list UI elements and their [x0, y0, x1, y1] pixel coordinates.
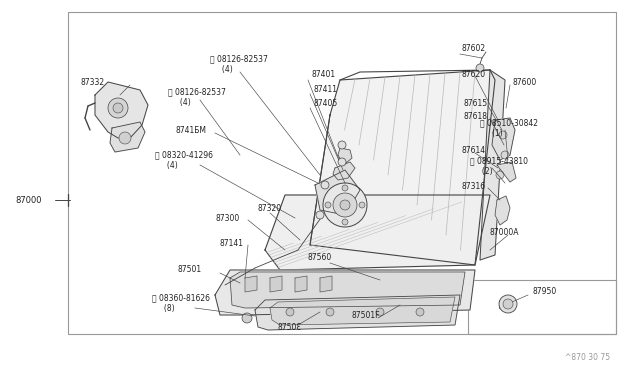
Polygon shape — [333, 162, 355, 180]
Polygon shape — [265, 195, 490, 270]
Text: Ⓑ 08126-82537
     (4): Ⓑ 08126-82537 (4) — [210, 54, 268, 74]
Circle shape — [499, 295, 517, 313]
Text: ^870 30 75: ^870 30 75 — [565, 353, 610, 362]
Circle shape — [376, 308, 384, 316]
Text: 87600: 87600 — [513, 77, 537, 87]
Text: 87332: 87332 — [80, 77, 104, 87]
Text: 87000: 87000 — [15, 196, 42, 205]
Circle shape — [323, 183, 367, 227]
Circle shape — [242, 313, 252, 323]
Text: 87405: 87405 — [314, 99, 339, 108]
Text: 87618: 87618 — [464, 112, 488, 121]
Polygon shape — [310, 70, 495, 265]
Text: 87620: 87620 — [462, 70, 486, 78]
Circle shape — [338, 141, 346, 149]
Text: 8741БM: 8741БM — [175, 125, 206, 135]
Polygon shape — [497, 162, 516, 182]
Polygon shape — [110, 122, 145, 152]
Text: 87602: 87602 — [462, 44, 486, 52]
Text: Ⓣ 08915-43810
     (2): Ⓣ 08915-43810 (2) — [470, 156, 528, 176]
Text: Ⓢ 08510-30842
     (1): Ⓢ 08510-30842 (1) — [480, 118, 538, 138]
Circle shape — [342, 185, 348, 191]
Text: 87615: 87615 — [464, 99, 488, 108]
Polygon shape — [270, 297, 455, 325]
Circle shape — [321, 181, 329, 189]
Polygon shape — [245, 276, 257, 292]
Circle shape — [326, 308, 334, 316]
Polygon shape — [255, 295, 460, 330]
Polygon shape — [495, 196, 510, 225]
Circle shape — [499, 131, 507, 139]
Bar — [68, 12, 616, 334]
Circle shape — [416, 308, 424, 316]
Circle shape — [338, 158, 346, 166]
Circle shape — [333, 193, 357, 217]
Circle shape — [340, 200, 350, 210]
Circle shape — [119, 132, 131, 144]
Text: 87411: 87411 — [314, 84, 338, 93]
Circle shape — [316, 211, 324, 219]
Polygon shape — [230, 272, 465, 308]
Text: 87141: 87141 — [220, 238, 244, 247]
Circle shape — [113, 103, 123, 113]
Circle shape — [476, 64, 484, 72]
Circle shape — [108, 98, 128, 118]
Circle shape — [501, 151, 509, 159]
Polygon shape — [295, 276, 307, 292]
Text: 87320: 87320 — [258, 203, 282, 212]
Text: Ⓑ 08126-82537
     (4): Ⓑ 08126-82537 (4) — [168, 87, 226, 107]
Text: 87000A: 87000A — [490, 228, 520, 237]
Circle shape — [325, 202, 331, 208]
Circle shape — [342, 219, 348, 225]
Text: 87300: 87300 — [215, 214, 239, 222]
Text: 87950: 87950 — [533, 286, 557, 295]
Polygon shape — [95, 82, 148, 138]
Bar — [468, 280, 616, 334]
Polygon shape — [338, 148, 352, 163]
Polygon shape — [492, 118, 515, 160]
Polygon shape — [215, 270, 475, 315]
Circle shape — [359, 202, 365, 208]
Text: Ⓢ 08360-81626
     (8): Ⓢ 08360-81626 (8) — [152, 293, 210, 313]
Polygon shape — [320, 276, 332, 292]
Text: 87501F: 87501F — [352, 311, 381, 320]
Circle shape — [503, 299, 513, 309]
Text: 87316: 87316 — [462, 182, 486, 190]
Text: 87401: 87401 — [312, 70, 336, 78]
Text: 87560: 87560 — [308, 253, 332, 263]
Text: 87501: 87501 — [178, 266, 202, 275]
Text: Ⓢ 08320-41296
     (4): Ⓢ 08320-41296 (4) — [155, 150, 213, 170]
Polygon shape — [315, 170, 360, 215]
Polygon shape — [480, 70, 505, 260]
Circle shape — [496, 171, 504, 179]
Polygon shape — [270, 276, 282, 292]
Text: 87614: 87614 — [462, 145, 486, 154]
Text: 8750Ɛ: 8750Ɛ — [278, 323, 302, 331]
Circle shape — [286, 308, 294, 316]
